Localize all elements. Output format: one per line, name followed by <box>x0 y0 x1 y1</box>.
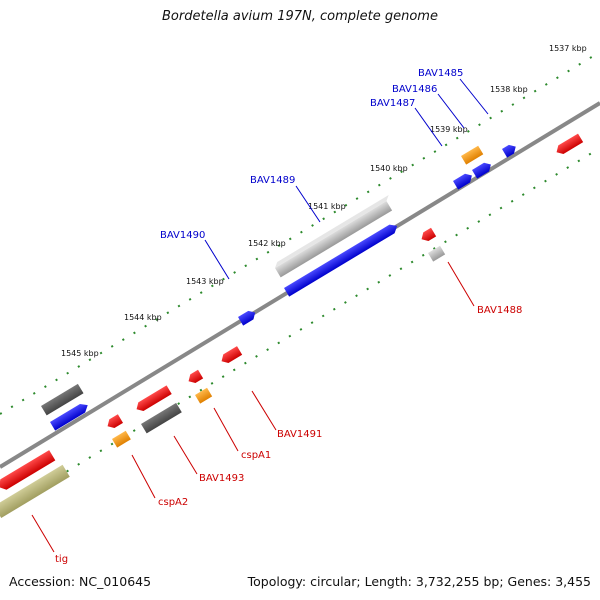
leader-line <box>213 407 239 452</box>
leader-line <box>204 239 230 280</box>
leader-line <box>31 514 55 553</box>
inner-track-line <box>0 147 600 513</box>
kbp-label: 1538 kbp <box>490 85 528 94</box>
leader-line <box>131 454 156 499</box>
leader-line <box>447 261 475 307</box>
feature-orange <box>112 430 131 448</box>
leader-line <box>459 78 489 115</box>
feature-orange <box>195 387 213 404</box>
leader-line <box>437 93 465 129</box>
forward-features <box>41 144 516 431</box>
kbp-label: 1542 kbp <box>248 239 286 248</box>
reverse-gene-labels: BAV1488 BAV1491 cspA1 BAV1493 cspA2 tig <box>31 261 522 565</box>
cds-arrow-red <box>107 414 124 428</box>
gene-label-bav1493: BAV1493 <box>199 473 244 484</box>
outer-track-line <box>0 51 600 415</box>
leader-line <box>173 435 198 475</box>
cds-arrow-red <box>421 227 437 241</box>
gene-label-bav1486: BAV1486 <box>392 84 437 95</box>
cds-arrow-blue <box>50 403 88 431</box>
kbp-label: 1545 kbp <box>61 349 99 358</box>
forward-gene-labels: BAV1485 BAV1486 BAV1487 BAV1489 BAV1490 <box>160 68 489 280</box>
kbp-label: 1539 kbp <box>430 125 468 134</box>
feature-gray-dark <box>141 402 182 434</box>
kbp-label: 1544 kbp <box>124 313 162 322</box>
cds-arrow-blue <box>453 173 472 190</box>
gene-label-bav1487: BAV1487 <box>370 98 415 109</box>
feature-olive <box>0 464 70 519</box>
cds-arrow-blue <box>284 224 398 297</box>
outer-tick-track <box>0 51 600 415</box>
gene-label-bav1485: BAV1485 <box>418 68 463 79</box>
cds-arrow-red <box>221 346 243 363</box>
gene-label-bav1489: BAV1489 <box>250 175 295 186</box>
map-title: Bordetella avium 197N, complete genome <box>162 9 438 24</box>
feature-gray-dark <box>41 383 84 416</box>
kbp-scale: 1537 kbp 1538 kbp 1539 kbp 1540 kbp 1541… <box>61 44 587 358</box>
reverse-features <box>0 133 584 519</box>
gene-label-bav1488: BAV1488 <box>477 305 522 316</box>
accession-text: Accession: NC_010645 <box>9 574 152 589</box>
cds-arrow-blue <box>472 162 491 179</box>
kbp-label: 1541 kbp <box>308 202 346 211</box>
gene-label-bav1490: BAV1490 <box>160 230 205 241</box>
feature-gray-light <box>428 245 446 262</box>
leader-line <box>251 390 277 431</box>
leader-line <box>414 107 443 147</box>
cds-arrow-red <box>556 133 584 154</box>
cds-arrow-red <box>136 385 172 411</box>
gene-label-tig: tig <box>55 554 68 565</box>
feature-gray-light <box>275 195 393 278</box>
kbp-label: 1540 kbp <box>370 164 408 173</box>
cds-arrow-blue <box>238 310 256 326</box>
feature-orange <box>461 145 484 165</box>
gene-label-bav1491: BAV1491 <box>277 429 322 440</box>
leader-line <box>295 185 321 223</box>
genome-summary-text: Topology: circular; Length: 3,732,255 bp… <box>247 574 591 589</box>
inner-tick-track <box>0 147 600 513</box>
gene-label-cspa1: cspA1 <box>241 450 271 461</box>
gene-label-cspa2: cspA2 <box>158 497 188 508</box>
cds-arrow-red <box>0 450 56 490</box>
cds-arrow-red <box>188 369 204 383</box>
kbp-label: 1537 kbp <box>549 44 587 53</box>
cds-arrow-blue <box>502 144 516 158</box>
kbp-label: 1543 kbp <box>186 277 224 286</box>
